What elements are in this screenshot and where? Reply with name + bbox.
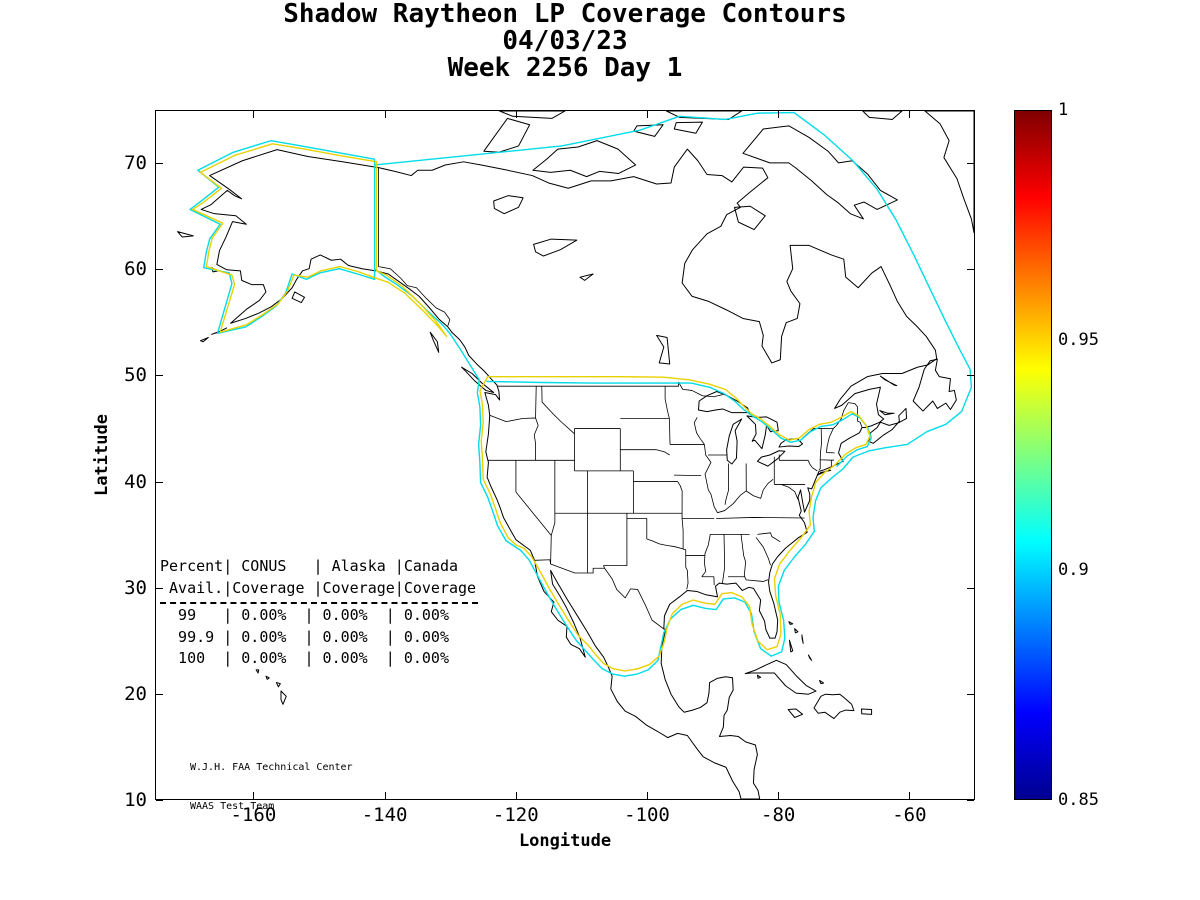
y-tick-mark xyxy=(967,800,974,801)
y-tick-mark xyxy=(156,693,163,695)
x-tick-label: -60 xyxy=(892,804,927,826)
coverage-table-line: 99 | 0.00% | 0.00% | 0.00% xyxy=(160,606,449,624)
y-tick-mark xyxy=(967,481,974,483)
figure-title: Shadow Raytheon LP Coverage Contours 04/… xyxy=(155,1,975,82)
continent-coastline xyxy=(201,149,937,799)
y-tick-mark xyxy=(967,269,974,271)
title-line-1: Shadow Raytheon LP Coverage Contours xyxy=(283,0,847,29)
x-tick-label: -80 xyxy=(761,804,796,826)
credit-line-2: WAAS Test Team xyxy=(190,801,275,812)
islands xyxy=(178,111,974,719)
us-canada-border xyxy=(378,168,862,438)
y-tick-label: 10 xyxy=(124,789,147,811)
y-tick-mark xyxy=(156,587,163,589)
coverage-table-line: Avail.|Coverage |Coverage|Coverage xyxy=(160,578,477,597)
title-line-3: Week 2256 Day 1 xyxy=(447,53,683,83)
y-tick-mark xyxy=(156,375,163,377)
state-borders xyxy=(488,386,834,589)
y-tick-mark xyxy=(967,693,974,695)
x-tick-mark xyxy=(253,111,255,118)
y-tick-mark xyxy=(967,163,974,165)
colorbar xyxy=(1014,110,1052,800)
x-tick-mark xyxy=(384,111,386,118)
x-tick-mark xyxy=(647,111,648,118)
y-tick-mark xyxy=(967,375,974,377)
x-tick-label: -120 xyxy=(492,804,539,826)
coverage-contours xyxy=(190,113,971,677)
coastlines xyxy=(178,111,974,799)
x-tick-mark xyxy=(515,792,517,799)
x-tick-mark xyxy=(253,792,255,799)
y-tick-label: 70 xyxy=(124,152,147,175)
credit-line-1: W.J.H. FAA Technical Center xyxy=(190,762,353,773)
y-tick-mark xyxy=(156,269,163,271)
colorbar-tick-label: 0.95 xyxy=(1058,330,1099,350)
x-tick-mark xyxy=(515,111,517,118)
x-tick-label: -140 xyxy=(361,804,408,826)
coverage-table: Percent| CONUS | Alaska |Canada Avail.|C… xyxy=(160,556,478,670)
y-axis-label: Latitude xyxy=(92,414,112,496)
x-tick-mark xyxy=(909,111,911,118)
coverage-table-line: Percent| CONUS | Alaska |Canada xyxy=(160,557,459,575)
x-tick-label: -100 xyxy=(624,804,670,826)
y-tick-label: 50 xyxy=(124,364,147,387)
contour-0p95-yellow xyxy=(193,144,870,671)
y-tick-label: 60 xyxy=(124,258,147,281)
us-mexico-border xyxy=(535,560,666,630)
y-tick-label: 30 xyxy=(124,576,147,599)
coverage-table-line: 99.9 | 0.00% | 0.00% | 0.00% xyxy=(160,627,449,646)
x-tick-mark xyxy=(778,792,780,799)
y-tick-label: 40 xyxy=(124,470,147,493)
y-tick-mark xyxy=(156,163,163,165)
x-tick-mark xyxy=(647,792,648,799)
colorbar-tick-label: 0.9 xyxy=(1058,560,1089,580)
coverage-table-separator xyxy=(160,602,478,604)
political-borders xyxy=(378,168,862,631)
colorbar-tick-label: 0.85 xyxy=(1058,790,1099,810)
x-tick-label: -160 xyxy=(230,804,277,826)
y-tick-mark xyxy=(156,800,163,801)
x-axis-label: Longitude xyxy=(518,831,612,851)
y-tick-mark xyxy=(156,481,163,483)
north-america-map xyxy=(156,111,974,799)
colorbar-gradient xyxy=(1015,111,1051,799)
y-tick-label: 20 xyxy=(124,682,147,705)
plot-area xyxy=(155,110,975,800)
x-tick-mark xyxy=(909,792,911,799)
lakes xyxy=(494,196,803,466)
credit-annotation: W.J.H. FAA Technical Center WAAS Test Te… xyxy=(190,735,353,839)
x-tick-mark xyxy=(384,792,386,799)
x-tick-mark xyxy=(778,111,780,118)
y-tick-mark xyxy=(967,587,974,589)
coverage-table-line: 100 | 0.00% | 0.00% | 0.00% xyxy=(160,649,449,667)
title-line-2: 04/03/23 xyxy=(502,26,628,56)
colorbar-tick-label: 1 xyxy=(1058,100,1069,120)
